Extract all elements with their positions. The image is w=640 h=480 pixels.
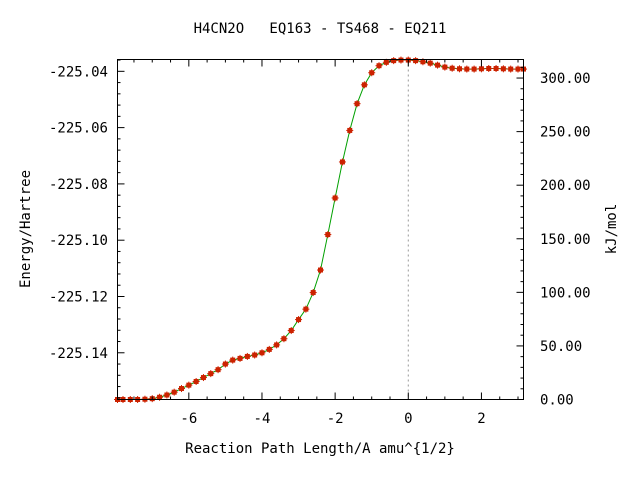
data-point bbox=[390, 57, 398, 65]
data-point bbox=[199, 374, 207, 382]
y2-tick-label: 300.00 bbox=[540, 71, 591, 87]
y2-tick-label: 250.00 bbox=[540, 125, 591, 141]
data-point bbox=[280, 335, 288, 343]
y-tick-label: -225.12 bbox=[49, 289, 108, 305]
data-point bbox=[463, 65, 471, 73]
data-point bbox=[470, 65, 478, 73]
data-point bbox=[251, 351, 259, 359]
data-point bbox=[185, 381, 193, 389]
data-point bbox=[426, 59, 434, 67]
data-point bbox=[170, 388, 178, 396]
data-point bbox=[302, 305, 310, 313]
y2-tick-label: 0.00 bbox=[540, 393, 574, 409]
series-layer bbox=[114, 56, 527, 403]
x-axis-label: Reaction Path Length/A amu^{1/2} bbox=[185, 441, 455, 457]
data-point bbox=[346, 126, 354, 134]
y-tick-label: -225.06 bbox=[49, 121, 108, 137]
data-point bbox=[324, 231, 332, 239]
x-tick-label: -2 bbox=[327, 411, 344, 427]
data-point bbox=[353, 100, 361, 108]
x-tick-label: -6 bbox=[180, 411, 197, 427]
data-point bbox=[492, 65, 500, 73]
y-tick-label: -225.04 bbox=[49, 64, 108, 80]
data-point bbox=[287, 327, 295, 335]
data-point bbox=[448, 64, 456, 72]
y-axis-label: Energy/Hartree bbox=[18, 170, 34, 288]
data-point bbox=[163, 391, 171, 399]
tick-labels: -6 -4 -2 0 2 -225.04 -225.06 -225.08 -225.10 -225… bbox=[49, 64, 591, 427]
data-point bbox=[485, 65, 493, 73]
data-point bbox=[229, 356, 237, 364]
data-point bbox=[273, 341, 281, 349]
data-point bbox=[360, 81, 368, 89]
x-tick-label: 0 bbox=[404, 411, 412, 427]
data-point bbox=[207, 370, 215, 378]
data-point bbox=[441, 63, 449, 71]
y-tick-label: -225.14 bbox=[49, 346, 108, 362]
data-point bbox=[258, 349, 266, 357]
y2-axis-label: kJ/mol bbox=[604, 204, 620, 255]
data-point bbox=[507, 65, 515, 73]
y2-tick-label: 150.00 bbox=[540, 232, 591, 248]
chart-title: H4CN2O EQ163 - TS468 - EQ211 bbox=[194, 21, 447, 37]
x-tick-label: 2 bbox=[477, 411, 485, 427]
data-point bbox=[221, 360, 229, 368]
plot-frame bbox=[117, 59, 524, 400]
series-line bbox=[117, 59, 524, 400]
data-point bbox=[368, 69, 376, 77]
data-point bbox=[397, 56, 405, 64]
data-point bbox=[434, 61, 442, 69]
y-tick-label: -225.08 bbox=[49, 177, 108, 193]
data-point bbox=[192, 377, 200, 385]
data-point bbox=[375, 62, 383, 70]
axes bbox=[117, 59, 524, 400]
data-point bbox=[338, 158, 346, 166]
y-tick-label: -225.10 bbox=[49, 233, 108, 249]
data-point bbox=[178, 385, 186, 393]
data-point bbox=[317, 266, 324, 274]
data-point bbox=[214, 366, 222, 374]
data-point bbox=[236, 354, 244, 362]
data-point bbox=[331, 194, 339, 202]
x-tick-label: -4 bbox=[254, 411, 271, 427]
y2-tick-label: 200.00 bbox=[540, 178, 591, 194]
data-point bbox=[265, 345, 273, 353]
data-point bbox=[295, 316, 303, 324]
data-point bbox=[412, 57, 420, 65]
y2-tick-label: 50.00 bbox=[540, 339, 582, 355]
data-point bbox=[499, 65, 507, 73]
y2-tick-label: 100.00 bbox=[540, 285, 591, 301]
data-point bbox=[309, 289, 317, 297]
data-point bbox=[243, 352, 251, 360]
data-point bbox=[455, 65, 463, 73]
